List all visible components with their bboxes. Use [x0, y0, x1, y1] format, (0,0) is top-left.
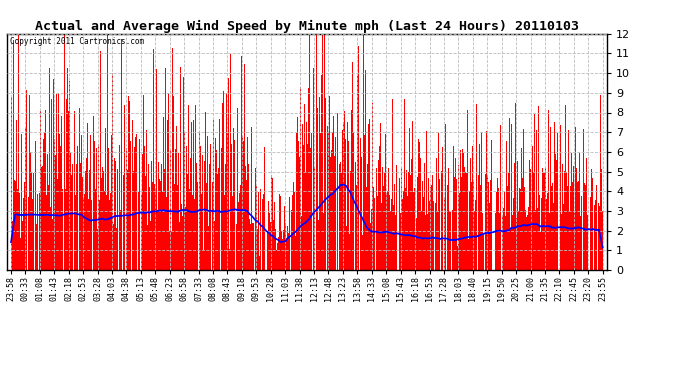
Text: Copyright 2011 Cartronics.com: Copyright 2011 Cartronics.com — [10, 37, 144, 46]
Title: Actual and Average Wind Speed by Minute mph (Last 24 Hours) 20110103: Actual and Average Wind Speed by Minute … — [35, 20, 579, 33]
